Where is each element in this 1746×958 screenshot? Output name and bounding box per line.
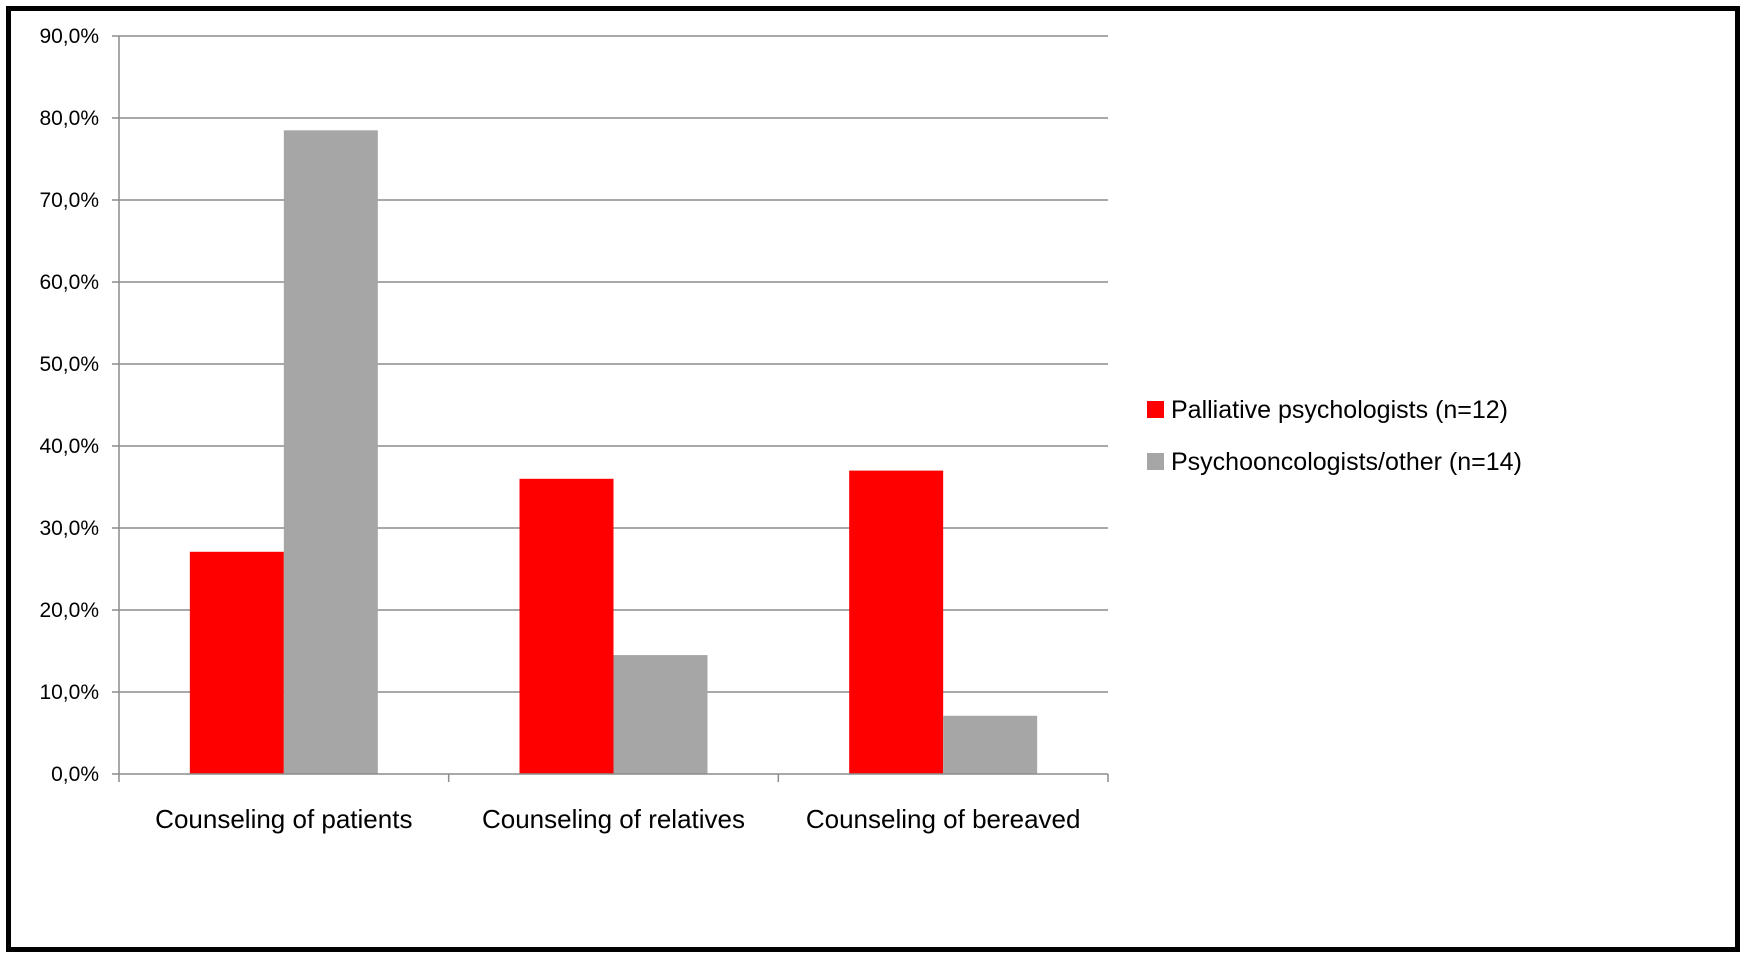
chart-frame: 0,0% 10,0% 20,0% 30,0% 40,0% 50,0% 60,0% 70,0% 8… [6, 6, 1740, 952]
legend-swatch [1147, 453, 1164, 470]
x-category-labels: Counseling of patients Counseling of rela… [155, 804, 1080, 834]
y-tick-label: 90,0% [39, 25, 99, 48]
bars [189, 130, 1038, 775]
y-tick-label: 10,0% [39, 681, 99, 704]
bar-chart: 0,0% 10,0% 20,0% 30,0% 40,0% 50,0% 60,0% 70,0% 8… [39, 25, 1522, 834]
x-category-label: Counseling of bereaved [806, 804, 1081, 834]
y-tick-label: 50,0% [39, 353, 99, 376]
bar-psychooncologists-3 [943, 715, 1038, 774]
y-tick-label: 60,0% [39, 271, 99, 294]
bar-palliative-1 [189, 551, 284, 774]
y-tick-label: 0,0% [51, 763, 99, 786]
x-category-label: Counseling of patients [155, 804, 412, 834]
axes [112, 35, 1109, 782]
legend-label: Palliative psychologists (n=12) [1171, 396, 1508, 424]
legend: Palliative psychologists (n=12) Psychoonc… [1147, 396, 1522, 476]
bar-psychooncologists-2 [613, 655, 708, 774]
y-tick-label: 20,0% [39, 599, 99, 622]
bar-psychooncologists-1 [283, 130, 378, 775]
x-category-label: Counseling of relatives [482, 804, 745, 834]
y-tick-labels: 0,0% 10,0% 20,0% 30,0% 40,0% 50,0% 60,0% 70,0% 8… [39, 25, 99, 786]
y-tick-label: 70,0% [39, 189, 99, 212]
legend-swatch [1147, 401, 1164, 418]
y-tick-label: 30,0% [39, 517, 99, 540]
legend-label: Psychooncologists/other (n=14) [1171, 448, 1522, 476]
bar-palliative-2 [519, 478, 614, 774]
y-tick-label: 80,0% [39, 107, 99, 130]
y-tick-label: 40,0% [39, 435, 99, 458]
bar-palliative-3 [849, 470, 944, 774]
